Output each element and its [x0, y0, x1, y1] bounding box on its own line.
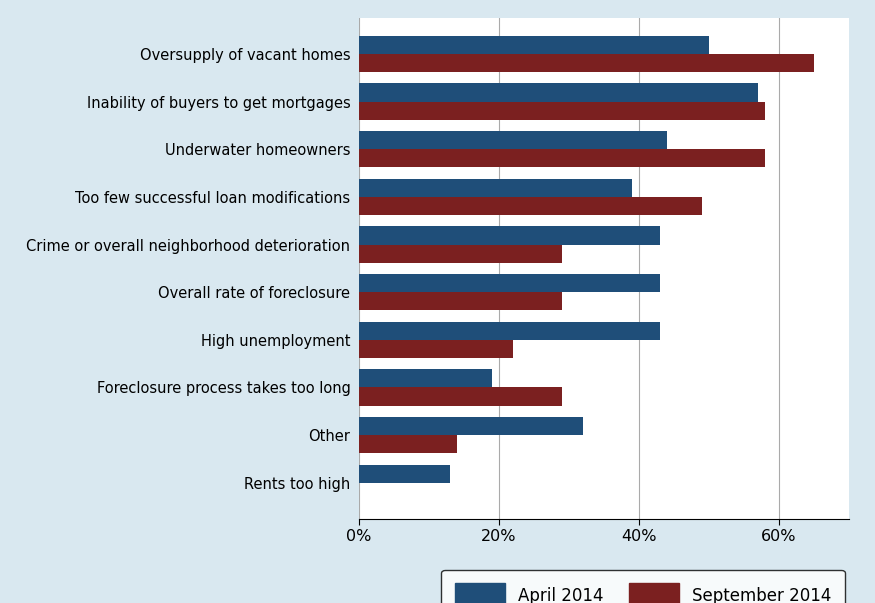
Bar	[359, 149, 765, 167]
Bar	[359, 83, 758, 101]
Bar	[359, 435, 457, 453]
Bar	[359, 274, 660, 292]
Bar	[359, 370, 492, 388]
Bar	[359, 197, 702, 215]
Bar	[359, 340, 513, 358]
Bar	[359, 178, 632, 197]
Bar	[359, 292, 562, 311]
Bar	[359, 101, 765, 119]
Bar	[359, 417, 583, 435]
Bar	[359, 36, 709, 54]
Bar	[359, 322, 660, 340]
Legend: April 2014, September 2014: April 2014, September 2014	[441, 570, 844, 603]
Bar	[359, 388, 562, 406]
Bar	[359, 54, 814, 72]
Bar	[359, 465, 450, 483]
Bar	[359, 244, 562, 263]
Bar	[359, 226, 660, 244]
Bar	[359, 131, 667, 149]
